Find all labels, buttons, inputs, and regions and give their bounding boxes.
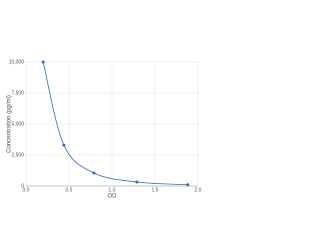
y-axis-label: Concentration (pg/ml) [7,95,13,153]
x-tick-label: 2.0 [195,187,202,193]
x-tick-label: 0.0 [23,187,30,193]
y-tick-label: 2,500 [11,152,24,158]
y-tick-label: 7,500 [11,90,24,96]
point [92,171,96,175]
x-tick-label: 1.5 [152,187,159,193]
chart: OD Concentration (pg/ml) 0 2,500 5,000 7,50… [7,59,202,200]
x-axis-label: OD [108,194,118,200]
y-tick-label: 0 [21,183,24,189]
point [62,143,66,147]
point [186,183,190,187]
point [135,180,139,184]
y-tick-label: 10,000 [9,59,25,65]
point [41,60,45,64]
x-tick-label: 1.0 [109,187,116,193]
y-tick-label: 5,000 [11,121,24,127]
curve [42,61,188,186]
x-tick-label: 0.5 [66,187,73,193]
